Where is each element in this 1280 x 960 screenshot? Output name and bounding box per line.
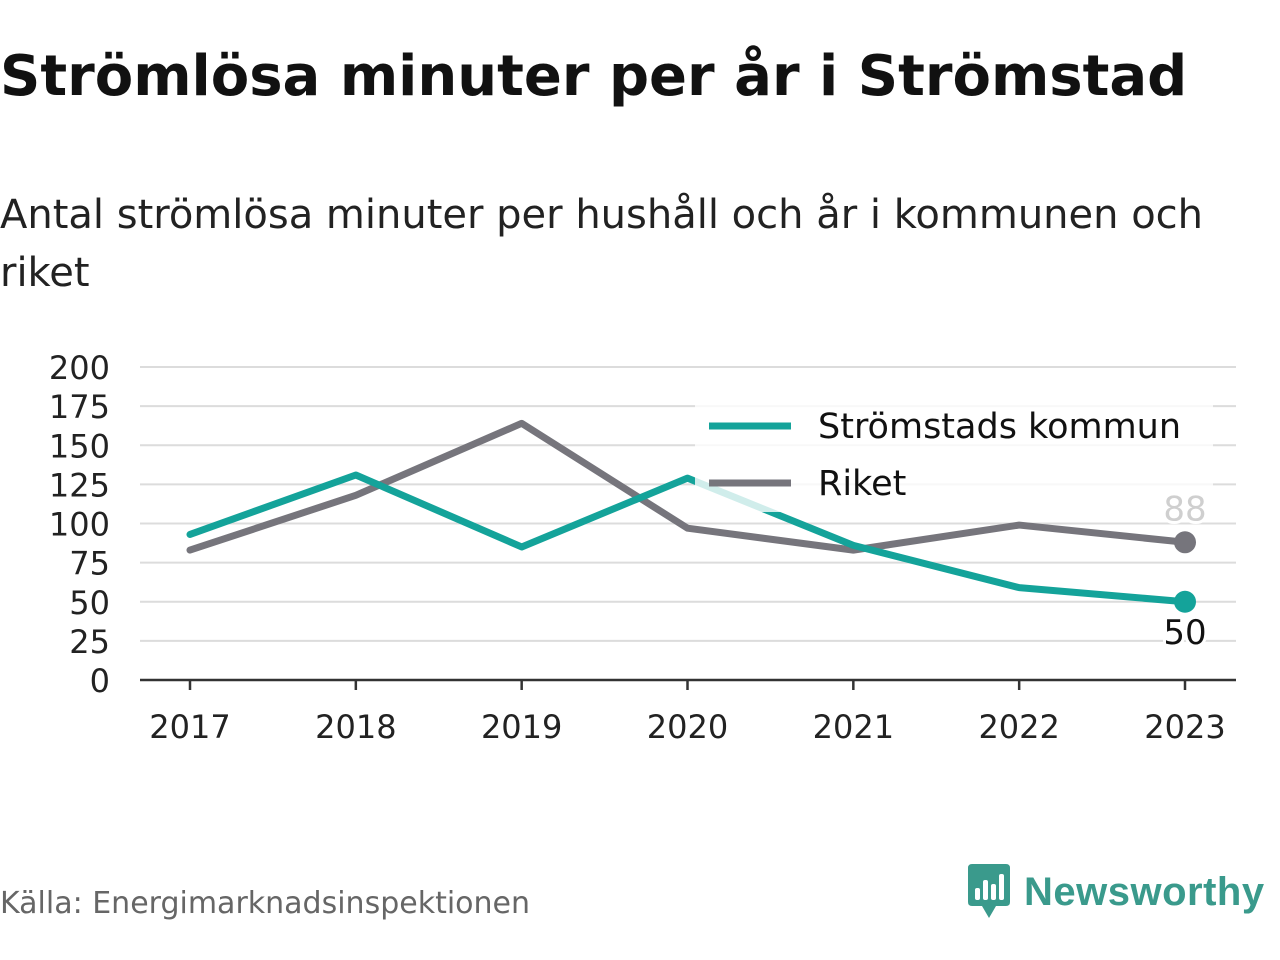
- end-value-label: 88: [1163, 489, 1206, 529]
- legend-label: Strömstads kommun: [818, 407, 1181, 447]
- x-tick-label: 2019: [481, 708, 562, 746]
- chart-title: Strömlösa minuter per år i Strömstad: [0, 44, 1188, 109]
- y-tick-label: 75: [69, 545, 110, 583]
- series-line: [186, 471, 1189, 606]
- series-line: [186, 419, 1189, 554]
- x-tick-label: 2020: [647, 708, 728, 746]
- y-tick-label: 150: [49, 427, 110, 465]
- y-tick-label: 0: [90, 662, 110, 700]
- x-tick-label: 2022: [978, 708, 1059, 746]
- y-tick-label: 100: [49, 506, 110, 544]
- brand-logo: Newsworthy: [964, 862, 1265, 922]
- source-note: Källa: Energimarknadsinspektionen: [0, 886, 531, 921]
- y-tick-label: 125: [49, 466, 110, 504]
- legend-label: Riket: [818, 464, 906, 504]
- legend-background: [695, 402, 1213, 512]
- x-tick-label: 2023: [1144, 708, 1225, 746]
- y-tick-label: 50: [69, 584, 110, 622]
- x-tick-label: 2018: [315, 708, 396, 746]
- brand-name: Newsworthy: [1024, 869, 1265, 914]
- y-tick-label: 200: [49, 349, 110, 387]
- chart-subtitle: Antal strömlösa minuter per hushåll och …: [0, 192, 1204, 296]
- series-end-point: [1174, 531, 1196, 554]
- end-value-label: 50: [1163, 613, 1206, 653]
- newsworthy-logo-icon: [968, 864, 1010, 918]
- series-end-point: [1174, 590, 1196, 613]
- y-tick-label: 25: [69, 623, 110, 661]
- x-tick-label: 2017: [149, 708, 230, 746]
- x-tick-label: 2021: [813, 708, 894, 746]
- y-tick-label: 175: [49, 388, 110, 426]
